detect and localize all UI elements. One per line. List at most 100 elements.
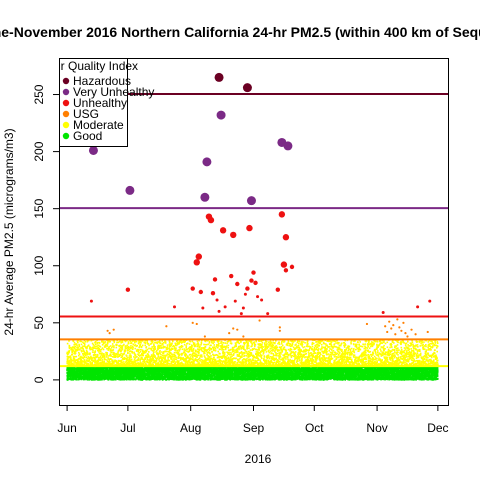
point-unhealthy bbox=[235, 281, 240, 287]
point-moderate bbox=[112, 356, 114, 358]
point-moderate bbox=[374, 361, 376, 363]
point-moderate bbox=[418, 348, 421, 351]
point-moderate bbox=[164, 340, 166, 342]
point-moderate bbox=[302, 341, 305, 343]
point-moderate bbox=[238, 348, 240, 351]
point-moderate bbox=[350, 342, 352, 345]
point-moderate bbox=[113, 364, 115, 366]
point-moderate bbox=[180, 352, 183, 355]
point-unhealthy bbox=[275, 287, 281, 292]
point-moderate bbox=[296, 360, 298, 362]
point-moderate bbox=[79, 358, 81, 360]
point-moderate bbox=[327, 361, 329, 364]
point-moderate bbox=[133, 344, 136, 347]
point-moderate bbox=[411, 355, 413, 358]
point-moderate bbox=[215, 345, 218, 348]
point-moderate bbox=[364, 363, 366, 366]
point-moderate bbox=[329, 360, 331, 363]
point-moderate bbox=[249, 355, 251, 357]
point-moderate bbox=[354, 361, 356, 364]
point-moderate bbox=[138, 358, 140, 361]
point-moderate bbox=[237, 351, 239, 353]
point-moderate bbox=[372, 358, 374, 360]
point-moderate bbox=[115, 360, 118, 362]
point-moderate bbox=[142, 361, 144, 363]
point-moderate bbox=[157, 341, 159, 343]
point-moderate bbox=[340, 358, 343, 360]
point-moderate bbox=[290, 340, 292, 342]
point-moderate bbox=[106, 339, 109, 342]
point-moderate bbox=[167, 353, 170, 356]
point-moderate bbox=[87, 339, 90, 342]
point-moderate bbox=[317, 349, 319, 351]
point-unhealthy bbox=[249, 278, 254, 283]
point-moderate bbox=[178, 360, 180, 362]
point-moderate bbox=[389, 359, 392, 361]
point-moderate bbox=[335, 364, 338, 366]
point-moderate bbox=[188, 343, 191, 345]
point-moderate bbox=[294, 355, 296, 357]
point-moderate bbox=[109, 348, 111, 350]
point-moderate bbox=[129, 346, 131, 349]
point-moderate bbox=[367, 345, 370, 348]
point-moderate bbox=[278, 357, 280, 359]
point-moderate bbox=[169, 345, 172, 348]
point-moderate bbox=[313, 346, 316, 349]
point-moderate bbox=[299, 348, 301, 351]
point-moderate bbox=[366, 340, 368, 342]
point-moderate bbox=[90, 339, 93, 342]
point-moderate bbox=[101, 352, 103, 355]
point-moderate bbox=[172, 353, 174, 356]
point-moderate bbox=[355, 357, 357, 360]
point-moderate bbox=[84, 344, 86, 346]
point-moderate bbox=[377, 346, 379, 348]
point-moderate bbox=[193, 342, 196, 345]
point-moderate bbox=[257, 364, 260, 366]
point-moderate bbox=[318, 348, 320, 350]
point-moderate bbox=[150, 355, 152, 358]
point-moderate bbox=[119, 344, 122, 347]
point-moderate bbox=[258, 349, 260, 351]
point-moderate bbox=[184, 360, 187, 362]
point-moderate bbox=[245, 341, 248, 344]
point-moderate bbox=[257, 354, 259, 357]
point-moderate bbox=[218, 340, 220, 342]
point-moderate bbox=[308, 356, 310, 358]
point-moderate bbox=[300, 355, 302, 358]
point-moderate bbox=[225, 347, 227, 350]
point-moderate bbox=[405, 350, 408, 352]
point-moderate bbox=[68, 362, 71, 364]
point-moderate bbox=[390, 343, 393, 346]
point-moderate bbox=[272, 354, 275, 357]
point-moderate bbox=[267, 356, 269, 358]
point-moderate bbox=[89, 346, 91, 348]
point-unhealthy bbox=[198, 289, 204, 295]
point-moderate bbox=[161, 351, 163, 353]
point-moderate bbox=[223, 354, 225, 357]
point-moderate bbox=[317, 356, 319, 358]
point-moderate bbox=[82, 354, 85, 357]
point-moderate bbox=[251, 359, 254, 361]
point-moderate bbox=[104, 358, 107, 361]
point-moderate bbox=[328, 355, 330, 357]
point-moderate bbox=[385, 356, 387, 358]
point-moderate bbox=[271, 356, 273, 358]
point-moderate bbox=[98, 357, 100, 359]
point-moderate bbox=[397, 362, 399, 365]
point-moderate bbox=[367, 342, 369, 345]
point-moderate bbox=[388, 350, 391, 352]
point-moderate bbox=[171, 358, 173, 361]
point-moderate bbox=[118, 340, 121, 343]
point-moderate bbox=[341, 353, 343, 356]
point-moderate bbox=[301, 359, 303, 361]
point-moderate bbox=[258, 355, 261, 357]
point-moderate bbox=[272, 359, 275, 361]
point-moderate bbox=[305, 349, 307, 352]
point-moderate bbox=[282, 354, 284, 356]
point-moderate bbox=[173, 360, 175, 362]
point-moderate bbox=[189, 363, 192, 366]
point-moderate bbox=[80, 355, 82, 358]
point-moderate bbox=[383, 353, 385, 356]
point-moderate bbox=[196, 345, 199, 348]
point-moderate bbox=[213, 341, 215, 343]
